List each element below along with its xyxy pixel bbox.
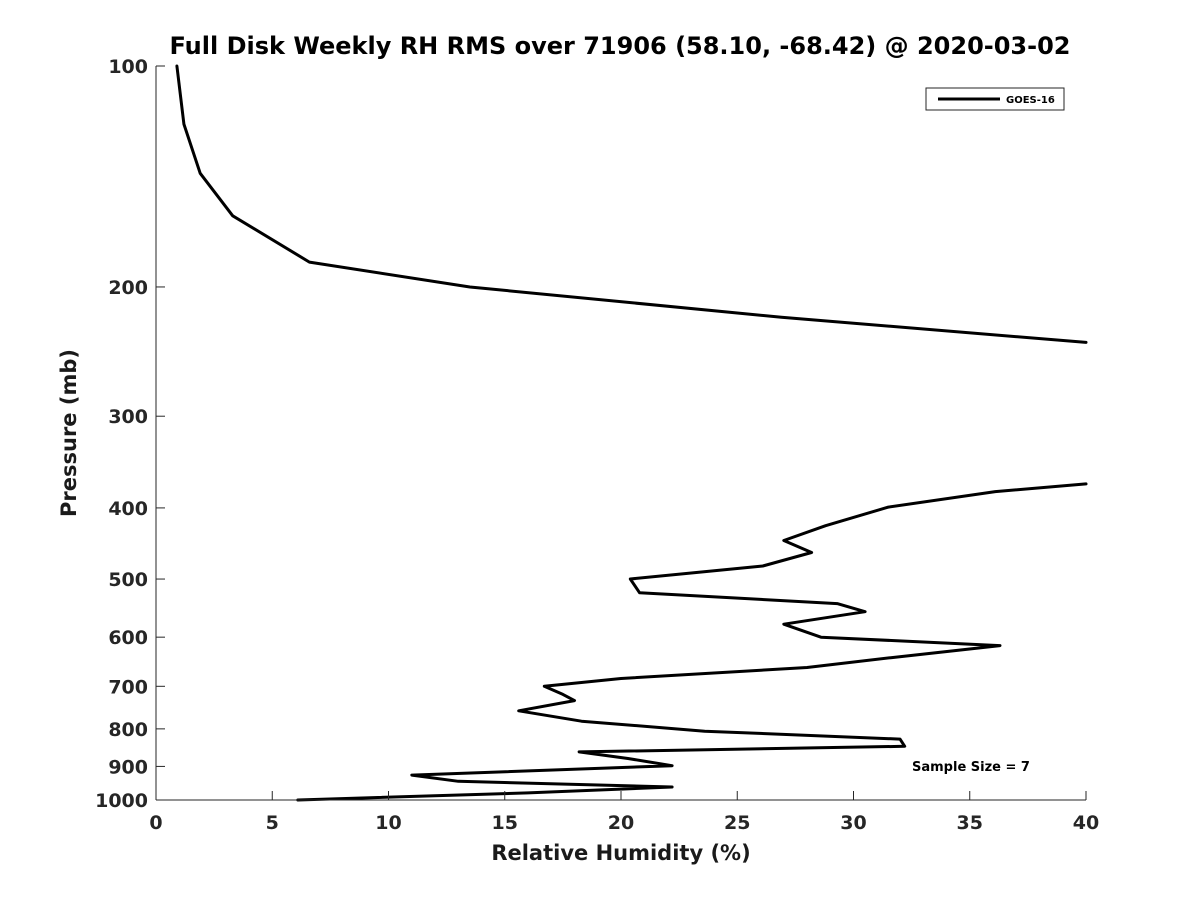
series-line-goes-16-segment-1 (175, 64, 1088, 344)
sample-size-annotation: Sample Size = 7 (912, 760, 1030, 775)
x-tick-label: 30 (840, 812, 866, 834)
x-tick-label: 35 (957, 812, 983, 834)
series-line-goes-16-segment-2 (296, 482, 1088, 802)
x-axis-label: Relative Humidity (%) (491, 841, 750, 865)
ticks: 0 5 10 15 20 25 30 35 40 100 200 300 400 500 600 700 800… (95, 56, 1099, 834)
x-tick-label: 20 (608, 812, 634, 834)
chart-title: Full Disk Weekly RH RMS over 71906 (58.1… (169, 32, 1070, 60)
y-tick-label: 200 (108, 277, 148, 299)
x-tick-label: 5 (266, 812, 279, 834)
x-tick-label: 0 (149, 812, 162, 834)
x-tick-label: 25 (724, 812, 750, 834)
y-tick-label: 600 (108, 627, 148, 649)
y-tick-label: 400 (108, 498, 148, 520)
y-axis-label: Pressure (mb) (57, 349, 81, 517)
legend-label-goes-16: GOES-16 (1006, 95, 1055, 106)
y-tick-label: 700 (108, 676, 148, 698)
y-tick-label: 300 (108, 406, 148, 428)
x-tick-label: 10 (375, 812, 401, 834)
y-tick-label: 900 (108, 756, 148, 778)
plot-area (175, 64, 1088, 802)
x-tick-label: 15 (492, 812, 518, 834)
y-tick-label: 500 (108, 569, 148, 591)
y-tick-label: 100 (108, 56, 148, 78)
legend: GOES-16 (925, 87, 1065, 111)
y-tick-label: 800 (108, 719, 148, 741)
x-tick-label: 40 (1073, 812, 1099, 834)
y-tick-label: 1000 (95, 790, 148, 812)
